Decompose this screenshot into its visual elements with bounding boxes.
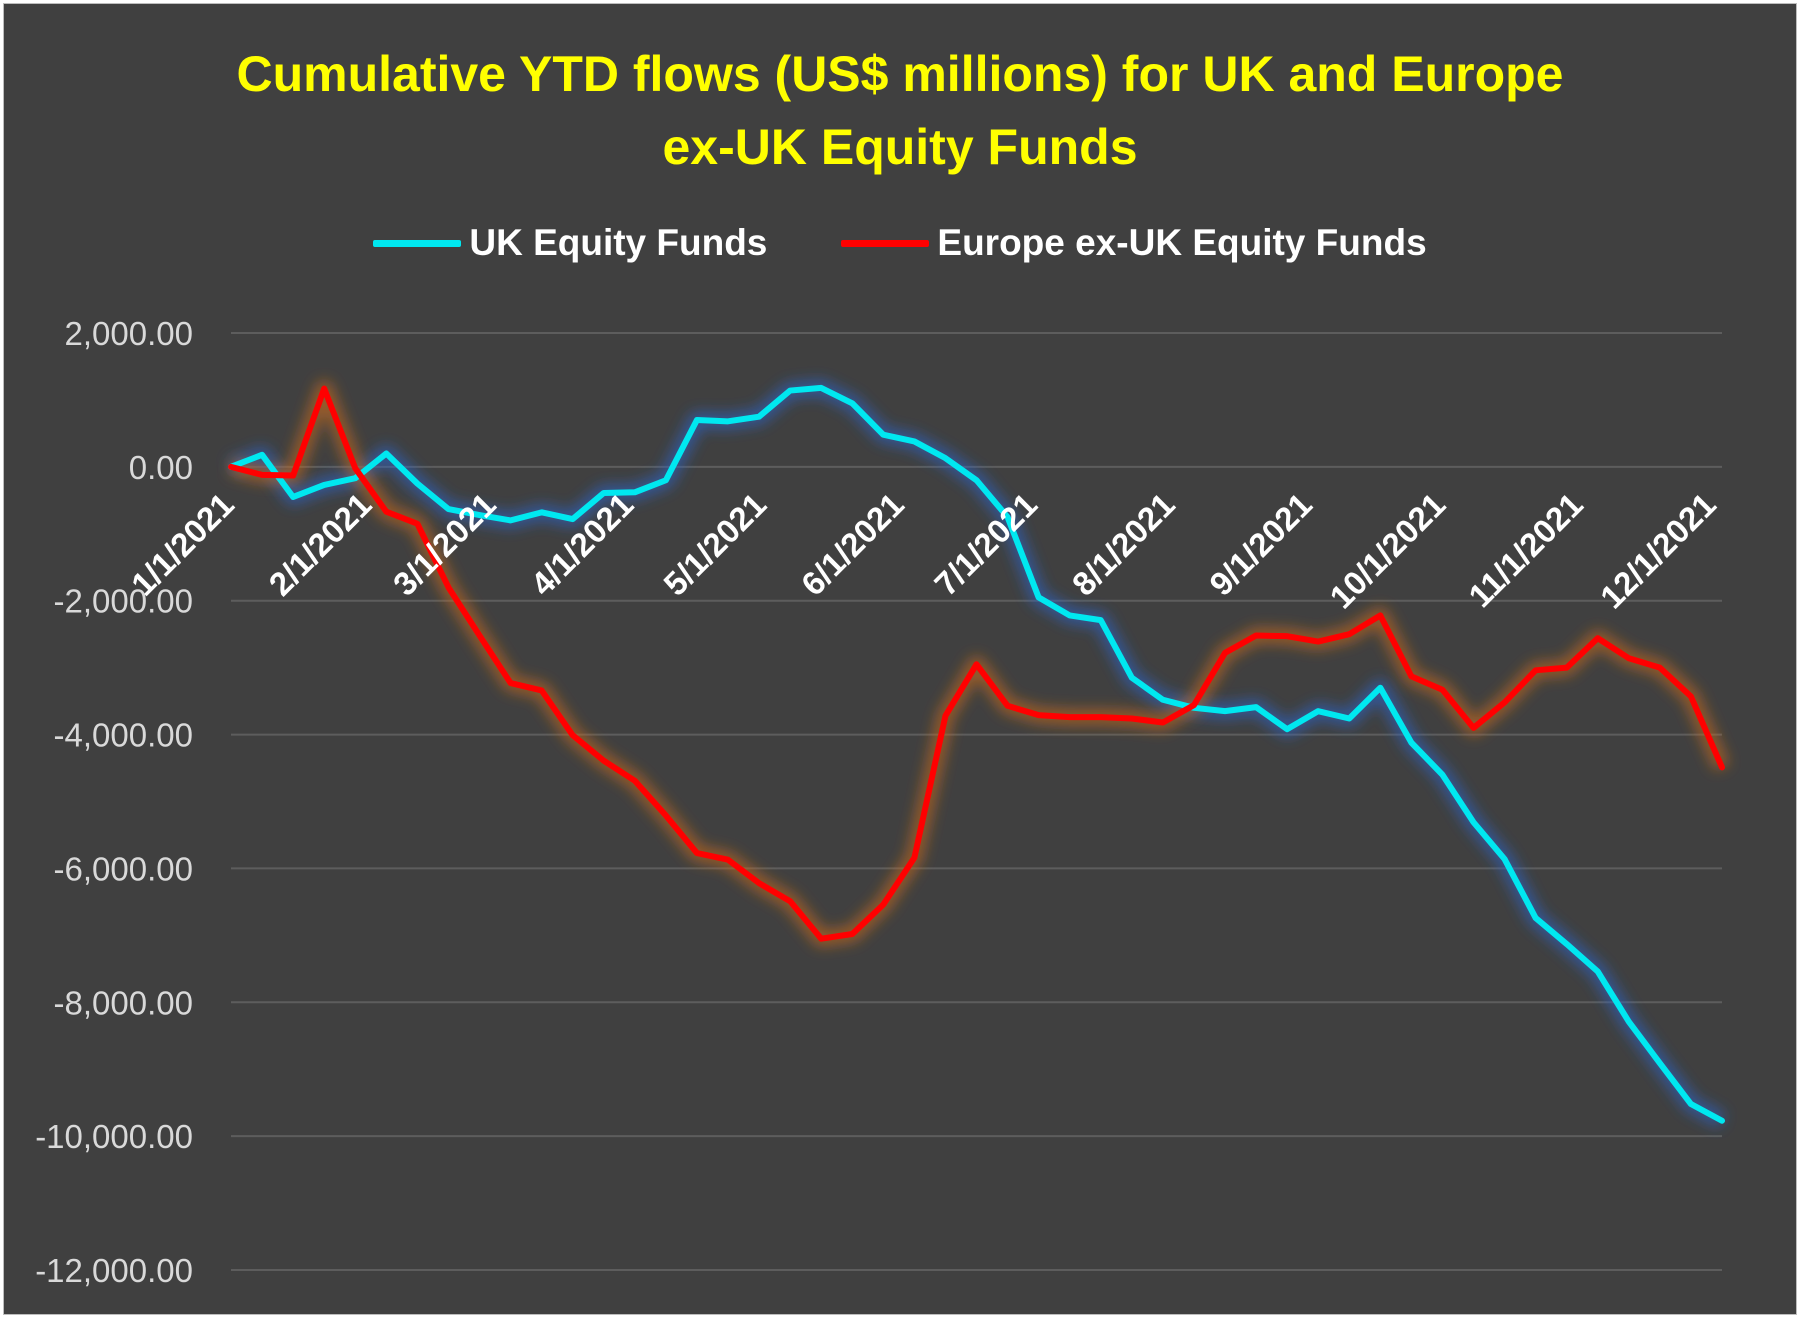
y-tick-label: 0.00	[129, 449, 193, 486]
x-tick-label: 10/1/2021	[1322, 486, 1452, 616]
y-tick-label: -10,000.00	[35, 1118, 193, 1155]
x-tick-label: 6/1/2021	[794, 486, 911, 603]
legend-swatch-europe	[841, 239, 930, 247]
legend-swatch-uk	[373, 239, 462, 247]
y-tick-label: -4,000.00	[54, 717, 193, 754]
x-tick-label: 2/1/2021	[262, 486, 379, 603]
x-axis-labels: 1/1/2021 2/1/2021 3/1/2021 4/1/2021 5/1/2021…	[124, 486, 1723, 616]
x-tick-label: 8/1/2021	[1065, 486, 1182, 603]
legend-label-uk: UK Equity Funds	[469, 222, 768, 263]
chart-legend: UK Equity Funds Europe ex-UK Equity Fund…	[0, 222, 1800, 264]
chart-background	[3, 3, 1797, 1315]
chart-title-line-1: Cumulative YTD flows (US$ millions) for …	[236, 46, 1564, 102]
chart-title-line-2: ex-UK Equity Funds	[662, 119, 1138, 175]
legend-item-uk: UK Equity Funds	[373, 222, 767, 264]
y-axis-labels: 2,000.00 0.00 -2,000.00 -4,000.00 -6,000.00 -…	[35, 315, 193, 1289]
y-tick-label: -6,000.00	[54, 850, 193, 887]
chart-title: Cumulative YTD flows (US$ millions) for …	[0, 38, 1800, 184]
y-tick-label: -8,000.00	[54, 984, 193, 1021]
y-tick-label: -12,000.00	[35, 1252, 193, 1289]
legend-item-europe: Europe ex-UK Equity Funds	[841, 222, 1427, 264]
gridlines	[231, 332, 1722, 1271]
x-tick-label: 5/1/2021	[656, 486, 773, 603]
series-line-europe-ex-uk-equity-funds	[228, 385, 1725, 942]
x-tick-label: 12/1/2021	[1593, 486, 1723, 616]
y-tick-label: 2,000.00	[65, 315, 193, 352]
series-line-uk-equity-funds	[228, 384, 1725, 1124]
series-lines	[228, 379, 1730, 1128]
x-tick-label: 9/1/2021	[1202, 486, 1319, 603]
y-tick-label: -2,000.00	[54, 583, 193, 620]
series-glow	[228, 379, 1726, 1128]
legend-label-europe: Europe ex-UK Equity Funds	[937, 222, 1427, 263]
x-tick-label: 11/1/2021	[1461, 486, 1590, 615]
